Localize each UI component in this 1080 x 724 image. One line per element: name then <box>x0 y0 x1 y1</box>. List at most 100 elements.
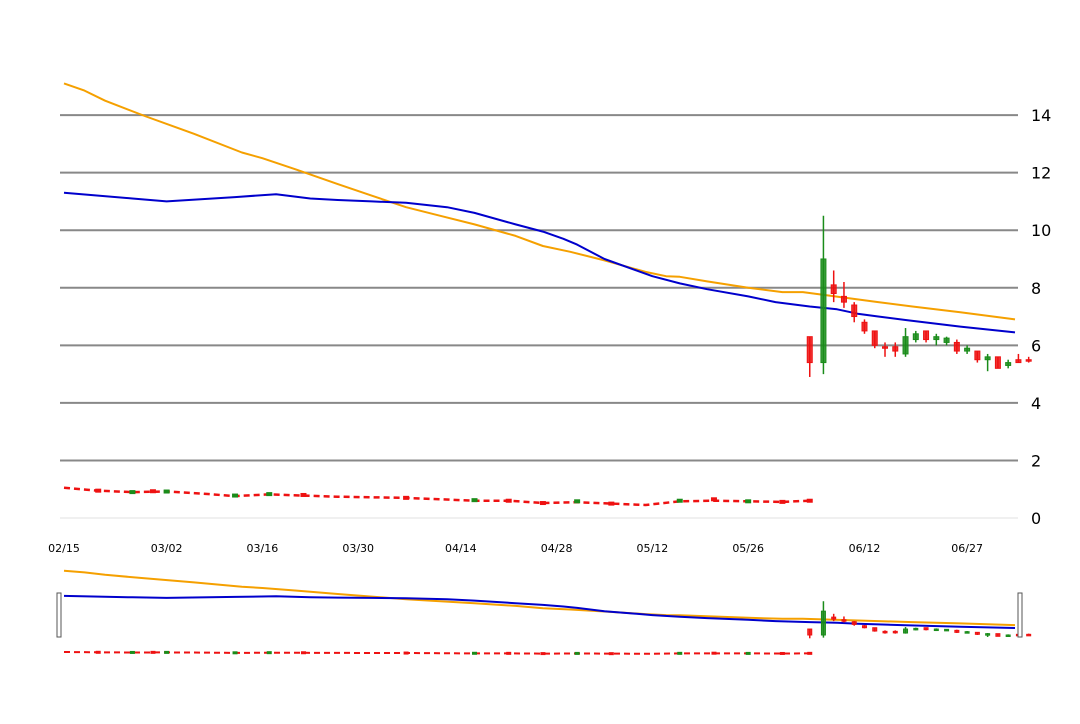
navigator-dashed-marker <box>745 651 751 655</box>
dashed-series-marker <box>710 497 717 502</box>
navigator-dashed-marker <box>540 652 546 656</box>
navigator-dashed-marker <box>506 651 512 655</box>
candle-body <box>902 336 909 355</box>
candle-body <box>806 336 813 364</box>
dashed-series-marker <box>539 501 546 506</box>
candle-body <box>933 336 940 341</box>
navigator-candle-body <box>892 630 898 634</box>
x-tick-label: 03/16 <box>247 542 279 555</box>
navigator-candle-body <box>820 610 826 636</box>
candle-body <box>840 295 847 303</box>
navigator-dashed-marker <box>266 651 272 655</box>
dashed-series-marker <box>129 490 136 495</box>
candle-body <box>964 347 971 352</box>
moving-average-blue-line <box>63 191 1016 334</box>
navigator-dashed-marker <box>677 651 683 655</box>
x-tick-label: 06/27 <box>951 542 983 555</box>
y-tick-label: 2 <box>1031 451 1041 470</box>
dashed-series-marker <box>232 493 239 498</box>
dashed-series-marker <box>574 499 581 504</box>
navigator-dashed-marker <box>711 651 717 655</box>
main-plot <box>63 82 1032 507</box>
y-tick-label: 6 <box>1031 336 1041 355</box>
x-tick-label: 03/02 <box>151 542 183 555</box>
navigator-candle-body <box>944 628 950 632</box>
dashed-series-line <box>63 486 810 507</box>
candle-body <box>1005 362 1012 366</box>
navigator-dashed-marker <box>472 651 478 655</box>
candle-body <box>820 258 827 364</box>
x-tick-label: 04/14 <box>445 542 477 555</box>
candle-body <box>830 284 837 295</box>
dashed-series-marker <box>745 499 752 504</box>
navigator-candle-body <box>964 631 970 634</box>
navigator-candle-body <box>807 628 813 636</box>
x-tick-label: 04/28 <box>541 542 573 555</box>
candle-body <box>994 356 1001 369</box>
y-tick-label: 0 <box>1031 509 1041 528</box>
navigator-dashed-marker <box>608 652 614 656</box>
x-tick-label: 02/15 <box>48 542 80 555</box>
navigator-candle-body <box>903 628 909 634</box>
candle-body <box>892 346 899 352</box>
navigator-dashed-marker <box>129 650 135 654</box>
navigator-candle-body <box>985 633 991 636</box>
navigator-dashed-marker <box>807 651 813 655</box>
navigator-candle-body <box>933 628 939 632</box>
candle-body <box>882 346 889 349</box>
dashed-series-marker <box>676 498 683 503</box>
x-tick-label: 06/12 <box>849 542 881 555</box>
navigator-candle-body <box>995 633 1001 637</box>
x-axis: 02/15 03/02 03/16 03/30 04/14 04/28 05/12 05/26… <box>48 542 983 555</box>
candle-body <box>871 330 878 346</box>
navigator-candle-body <box>841 619 847 622</box>
candle-body <box>953 341 960 352</box>
navigator-candle-body <box>851 621 857 625</box>
x-tick-label: 05/26 <box>732 542 764 555</box>
y-axis: 0 2 4 6 8 10 12 14 <box>1031 106 1051 528</box>
dashed-series-marker <box>471 498 478 503</box>
dashed-series-marker <box>608 501 615 506</box>
navigator-candle-body <box>1005 634 1011 637</box>
navigator-candle-body <box>923 627 929 631</box>
navigator-dashed-marker <box>150 650 156 654</box>
navigator-dashed-marker <box>95 650 101 654</box>
candle-body <box>1015 359 1022 364</box>
navigator-left-handle[interactable] <box>56 592 62 638</box>
y-tick-label: 10 <box>1031 221 1051 240</box>
x-tick-label: 03/30 <box>342 542 374 555</box>
moving-average-orange-line <box>63 82 1016 321</box>
dashed-series-marker <box>95 488 102 493</box>
candle-body <box>1025 359 1032 362</box>
dashed-series-marker <box>505 498 512 503</box>
candle-body <box>923 330 930 341</box>
dashed-series-marker <box>806 498 813 503</box>
candle-body <box>912 333 919 341</box>
y-tick-label: 4 <box>1031 394 1041 413</box>
navigator-candle-body <box>872 627 878 632</box>
dashed-series-marker <box>149 489 156 494</box>
y-tick-label: 12 <box>1031 164 1051 183</box>
candle-body <box>851 304 858 318</box>
navigator-orange-line <box>63 569 1016 627</box>
dashed-series-marker <box>779 499 786 504</box>
navigator-candle-body <box>974 631 980 635</box>
navigator-dashed-marker <box>300 651 306 655</box>
navigator-candle-body <box>1026 633 1032 637</box>
navigator-candle-body <box>913 627 919 631</box>
navigator-dashed-marker <box>779 651 785 655</box>
navigator-dashed-marker <box>164 650 170 654</box>
candle-body <box>861 321 868 332</box>
navigator[interactable] <box>56 569 1032 656</box>
navigator-blue-line <box>63 594 1016 629</box>
navigator-right-handle[interactable] <box>1017 592 1023 638</box>
navigator-dashed-marker <box>574 651 580 655</box>
x-tick-label: 05/12 <box>637 542 669 555</box>
y-tick-label: 14 <box>1031 106 1051 125</box>
navigator-candle-body <box>882 630 888 634</box>
navigator-dashed-marker <box>403 651 409 655</box>
candle-body <box>943 337 950 343</box>
candle-body <box>974 350 981 361</box>
navigator-candle-body <box>954 629 960 633</box>
